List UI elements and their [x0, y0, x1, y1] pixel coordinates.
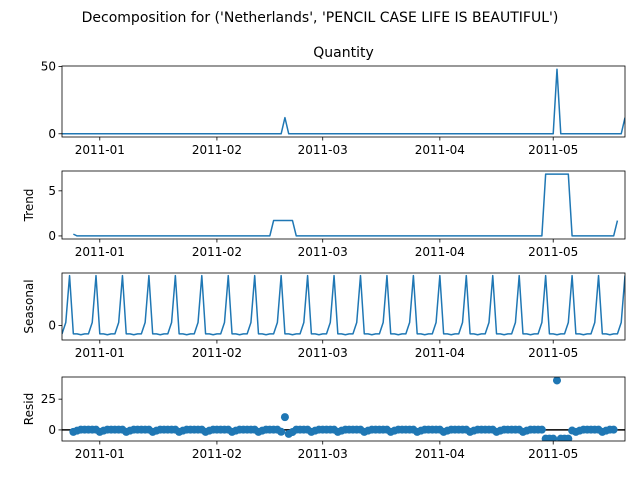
quantity-xtick-label: 2011-01 [75, 143, 125, 157]
resid-point [280, 413, 289, 422]
trend-xtick-label: 2011-04 [415, 245, 465, 259]
resid-xtick-label: 2011-01 [75, 447, 125, 461]
seasonal-panel: Seasonal 0 2011-01 2011-02 2011-03 2011-04 201… [22, 272, 626, 360]
resid-ytick-label: 25 [41, 392, 56, 406]
quantity-ytick-label: 0 [48, 127, 56, 141]
quantity-frame [61, 65, 626, 138]
seasonal-frame [61, 272, 626, 341]
quantity-xtick-label: 2011-05 [528, 143, 578, 157]
trend-xtick-label: 2011-03 [298, 245, 348, 259]
trend-xtick-label: 2011-05 [528, 245, 578, 259]
trend-series-line [73, 173, 619, 237]
trend-panel: Trend 0 5 2011-01 2011-02 2011-03 2011-04 2011-… [22, 170, 626, 259]
seasonal-xtick-label: 2011-03 [298, 346, 348, 360]
resid-frame [61, 376, 626, 442]
quantity-title: Quantity [313, 45, 374, 61]
resid-data [62, 377, 625, 441]
seasonal-data [62, 274, 625, 336]
figure-suptitle: Decomposition for ('Netherlands', 'PENCI… [82, 10, 559, 26]
resid-point [537, 425, 546, 434]
resid-panel: Resid 0 25 2011-01 2011-02 2011-03 2011-04 2011… [22, 376, 626, 461]
resid-xtick-label: 2011-03 [298, 447, 348, 461]
resid-point [609, 425, 618, 434]
resid-xtick-label: 2011-02 [192, 447, 242, 461]
trend-xtick-label: 2011-01 [75, 245, 125, 259]
trend-xtick-label: 2011-02 [192, 245, 242, 259]
quantity-xtick-label: 2011-02 [192, 143, 242, 157]
quantity-series-line [62, 68, 625, 135]
seasonal-xtick-label: 2011-01 [75, 346, 125, 360]
seasonal-xtick-label: 2011-04 [415, 346, 465, 360]
resid-xtick-label: 2011-05 [528, 447, 578, 461]
seasonal-xtick-label: 2011-05 [528, 346, 578, 360]
quantity-xtick-label: 2011-03 [298, 143, 348, 157]
quantity-data [62, 68, 625, 135]
resid-point [277, 427, 286, 436]
resid-point [552, 377, 561, 385]
resid-xtick-label: 2011-04 [415, 447, 465, 461]
trend-ytick-label: 5 [48, 184, 56, 198]
trend-ylabel: Trend [22, 189, 36, 223]
resid-ylabel: Resid [22, 393, 36, 425]
seasonal-ylabel: Seasonal [22, 279, 36, 333]
resid-point [564, 434, 573, 441]
resid-ytick-label: 0 [48, 423, 56, 437]
quantity-xtick-label: 2011-04 [415, 143, 465, 157]
quantity-ytick-label: 50 [41, 60, 56, 74]
trend-data [73, 173, 619, 237]
resid-point [549, 434, 558, 441]
trend-ytick-label: 0 [48, 229, 56, 243]
trend-frame [61, 170, 626, 240]
seasonal-ytick-label: 0 [48, 318, 56, 332]
quantity-panel: Quantity 0 50 2011-01 2011-02 2011-03 2011-04 2… [41, 45, 626, 157]
seasonal-series-line [62, 274, 625, 336]
seasonal-xtick-label: 2011-02 [192, 346, 242, 360]
